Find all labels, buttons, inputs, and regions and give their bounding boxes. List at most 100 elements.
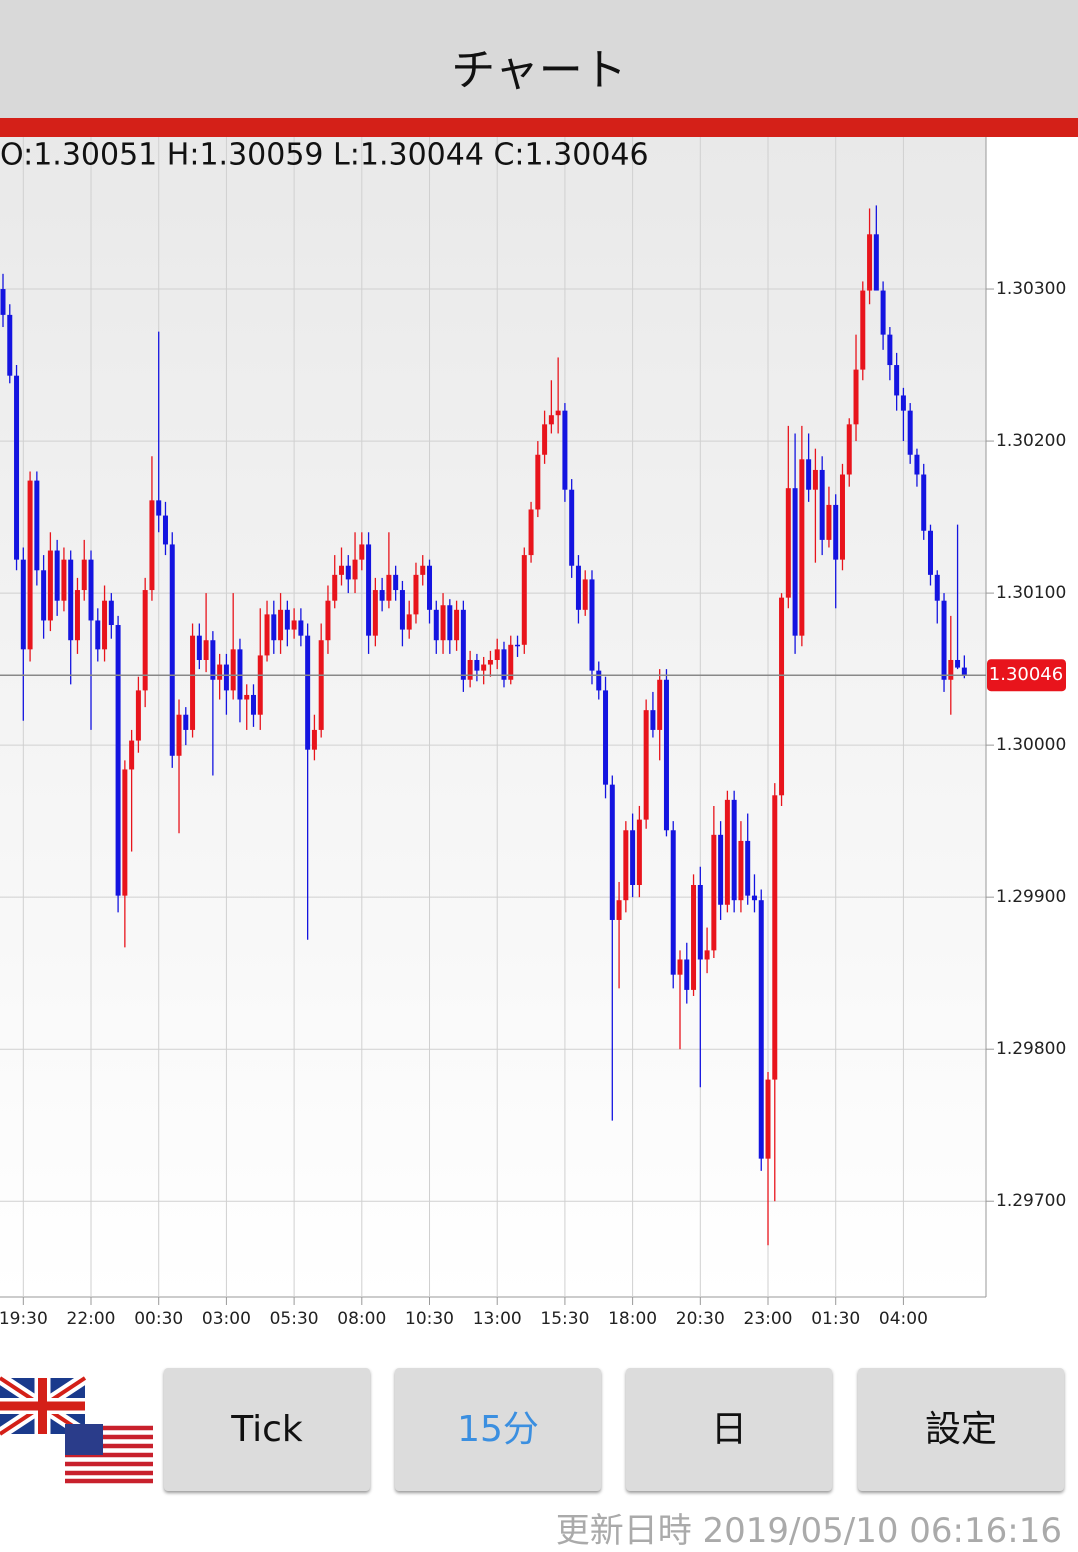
candle-body: [907, 410, 913, 455]
candle-body: [115, 625, 121, 896]
updated-time: 2019/05/10 06:16:16: [702, 1511, 1062, 1551]
y-tick-label: 1.30100: [996, 583, 1066, 603]
x-tick-label: 00:30: [134, 1309, 183, 1329]
candle-body: [190, 635, 196, 730]
x-tick-label: 23:00: [744, 1309, 793, 1329]
currency-flags[interactable]: [0, 1376, 160, 1486]
candle-body: [420, 565, 426, 575]
candle-body: [244, 694, 250, 700]
x-tick-label: 05:30: [270, 1309, 319, 1329]
candle-body: [0, 289, 6, 315]
candle-body: [433, 609, 439, 641]
candle-body: [860, 290, 866, 370]
candle-body: [887, 334, 893, 366]
candle-body: [257, 655, 263, 715]
candle-body: [156, 500, 162, 516]
candle-body: [230, 649, 236, 691]
candle-body: [427, 565, 433, 610]
candle-body: [521, 555, 527, 645]
candle-body: [399, 590, 405, 630]
candle-body: [927, 530, 933, 575]
candle-body: [88, 559, 94, 621]
x-tick-label: 04:00: [879, 1309, 928, 1329]
candle-body: [413, 574, 419, 615]
app-bar: チャート: [0, 0, 1078, 118]
candle-body: [284, 609, 290, 630]
x-tick-label: 18:00: [608, 1309, 657, 1329]
candle-body: [122, 769, 128, 896]
candle-body: [393, 574, 399, 591]
x-tick-label: 10:30: [405, 1309, 454, 1329]
candle-body: [339, 565, 344, 575]
updated-label: 更新日時: [555, 1511, 692, 1551]
candle-body: [68, 559, 74, 641]
ohlc-label: O:1.30051 H:1.30059 L:1.30044 C:1.30046: [0, 138, 649, 173]
candle-body: [589, 579, 595, 671]
candle-body: [278, 609, 284, 641]
settings-button[interactable]: 設定: [858, 1368, 1064, 1491]
candle-body: [772, 795, 778, 1080]
candle-body: [129, 740, 135, 770]
y-tick-label: 1.30200: [996, 431, 1066, 451]
candle-body: [454, 609, 460, 641]
candle-body: [162, 515, 168, 545]
candle-body: [515, 644, 521, 647]
candle-body: [481, 664, 487, 671]
candle-body: [27, 480, 33, 650]
candle-body: [582, 579, 588, 610]
candle-body: [467, 659, 473, 680]
candle-body: [508, 644, 514, 680]
accent-bar: [0, 118, 1078, 137]
y-tick-label: 1.30300: [996, 279, 1066, 299]
candle-body: [738, 840, 744, 901]
candle-body: [487, 659, 493, 665]
candle-body: [440, 605, 446, 641]
candle-body: [176, 714, 182, 756]
candle-body: [955, 659, 961, 668]
candle-body: [948, 659, 954, 680]
x-tick-label: 03:00: [202, 1309, 251, 1329]
candle-body: [359, 544, 365, 560]
candle-body: [20, 559, 26, 650]
candle-body: [684, 959, 690, 990]
candle-body: [61, 559, 67, 601]
candle-body: [142, 590, 148, 691]
candle-body: [108, 600, 114, 626]
candle-body: [271, 614, 277, 641]
x-tick-label: 01:30: [811, 1309, 860, 1329]
candle-body: [894, 365, 900, 396]
day-button[interactable]: 日: [626, 1368, 832, 1491]
candle-body: [596, 670, 602, 691]
candle-body: [135, 690, 141, 741]
candle-body: [305, 635, 311, 750]
candle-body: [914, 454, 920, 475]
x-tick-label: 08:00: [337, 1309, 386, 1329]
candle-body: [839, 474, 845, 560]
candle-body: [372, 590, 378, 636]
candle-body: [460, 609, 466, 680]
candle-body: [562, 410, 568, 490]
candle-body: [785, 488, 791, 598]
candle-body: [345, 565, 351, 580]
candle-body: [711, 834, 717, 951]
candle-body: [169, 544, 175, 756]
candle-body: [501, 649, 507, 680]
updated-at: 更新日時 2019/05/10 06:16:16: [556, 1503, 1062, 1552]
candle-body: [934, 574, 940, 601]
x-tick-label: 22:00: [67, 1309, 116, 1329]
candle-body: [535, 454, 541, 510]
candle-body: [799, 459, 805, 636]
candle-body: [650, 710, 656, 730]
candle-body: [7, 314, 13, 376]
15min-button[interactable]: 15分: [395, 1368, 601, 1491]
candle-body: [81, 559, 87, 591]
candle-body: [325, 600, 331, 641]
candle-body: [54, 550, 60, 601]
tick-button[interactable]: Tick: [164, 1368, 370, 1491]
plot-bg: [0, 137, 986, 1297]
candle-body: [447, 605, 453, 641]
candle-body: [792, 488, 798, 636]
candle-body: [961, 667, 967, 676]
us-flag: [65, 1424, 153, 1484]
